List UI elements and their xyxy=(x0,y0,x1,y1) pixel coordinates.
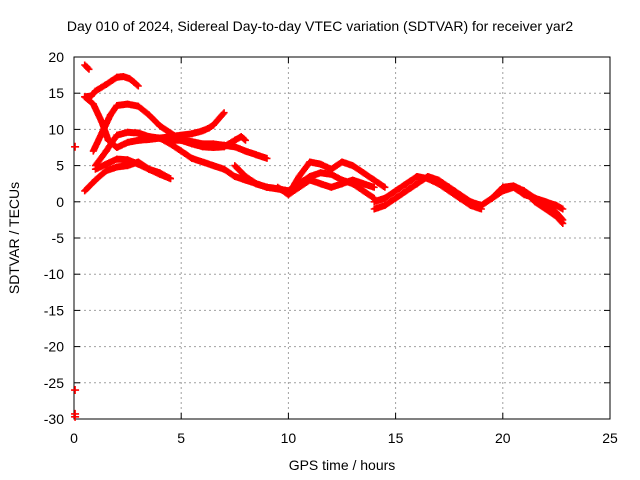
data-point xyxy=(252,151,271,162)
y-tick-label: -10 xyxy=(44,266,64,282)
x-axis-label: GPS time / hours xyxy=(288,457,396,473)
y-tick-label: -5 xyxy=(52,230,65,246)
data-point xyxy=(91,147,110,170)
tick-labels: 0 5 10 15 20 25 -30 -25 -20 -15 -10 -5 0 5 10 15 20 xyxy=(44,49,618,446)
y-tick-label: -15 xyxy=(44,302,64,318)
y-tick-label: 10 xyxy=(48,121,64,137)
y-tick-label: 5 xyxy=(56,158,64,174)
series xyxy=(71,61,567,421)
data-point xyxy=(81,61,91,71)
data-point xyxy=(231,162,249,180)
data-point xyxy=(156,170,174,183)
chart-title: Day 010 of 2024, Sidereal Day-to-day VTE… xyxy=(66,18,574,34)
data-point xyxy=(467,201,485,213)
y-tick-label: -30 xyxy=(44,411,64,427)
series-arc-h xyxy=(81,158,174,195)
data-point xyxy=(370,176,389,191)
series-arc-b xyxy=(81,73,142,101)
series-arc-k xyxy=(284,158,389,199)
data-point xyxy=(552,212,567,227)
data-point xyxy=(91,167,110,184)
data-point xyxy=(71,386,80,395)
data-point xyxy=(359,187,378,202)
y-tick-label: 0 xyxy=(56,194,64,210)
data-point xyxy=(552,201,567,213)
series-arc-p xyxy=(510,183,567,213)
series-isolated xyxy=(71,142,80,421)
data-point xyxy=(81,176,99,195)
y-tick-label: -25 xyxy=(44,375,64,391)
series-arc-a xyxy=(81,61,93,73)
x-tick-label: 10 xyxy=(281,430,297,446)
y-tick-label: 15 xyxy=(48,85,64,101)
data-point xyxy=(237,133,249,144)
data-point xyxy=(145,111,164,130)
series-arc-m xyxy=(370,173,485,213)
data-point xyxy=(83,63,93,73)
data-point xyxy=(134,102,153,119)
grid xyxy=(74,57,610,419)
data-point xyxy=(71,142,80,151)
x-tick-label: 15 xyxy=(388,430,404,446)
series-arc-e xyxy=(91,128,271,170)
x-tick-label: 0 xyxy=(70,430,78,446)
x-tick-label: 5 xyxy=(177,430,185,446)
y-tick-label: -20 xyxy=(44,339,64,355)
data-point xyxy=(71,412,80,421)
data-point xyxy=(359,180,378,191)
data-point xyxy=(209,109,228,129)
data-point xyxy=(130,78,142,90)
y-tick-label: 20 xyxy=(48,49,64,65)
data-point xyxy=(295,158,314,180)
x-tick-label: 20 xyxy=(495,430,511,446)
data-point xyxy=(488,183,507,202)
data-point xyxy=(102,131,121,155)
x-tick-label: 25 xyxy=(602,430,618,446)
